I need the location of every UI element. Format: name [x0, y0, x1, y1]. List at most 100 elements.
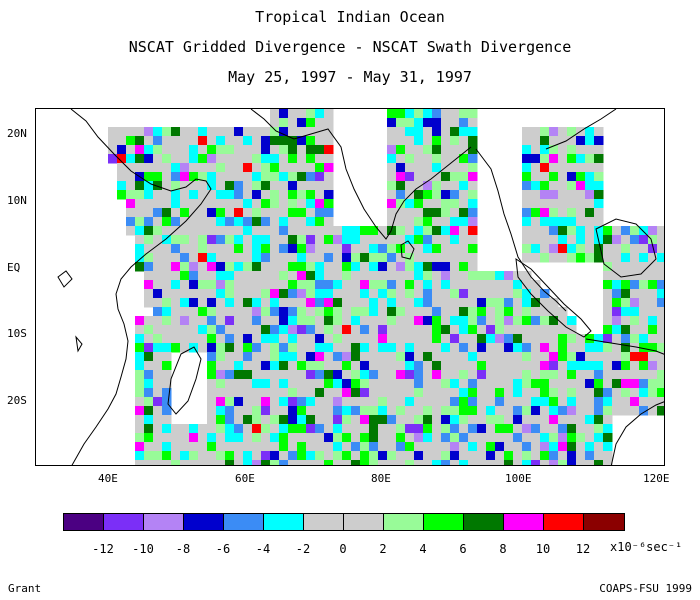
divergence-cell	[180, 442, 190, 452]
divergence-cell	[369, 226, 379, 236]
divergence-cell	[162, 406, 172, 416]
divergence-cell	[495, 361, 505, 371]
divergence-cell	[351, 307, 361, 317]
divergence-cell	[126, 226, 136, 236]
divergence-cell	[468, 217, 478, 227]
divergence-cell	[585, 127, 595, 137]
divergence-cell	[648, 298, 658, 308]
divergence-cell	[252, 226, 262, 236]
divergence-cell	[468, 226, 478, 236]
divergence-cell	[612, 289, 622, 299]
divergence-cell	[477, 316, 487, 326]
divergence-cell	[279, 163, 289, 173]
divergence-cell	[486, 352, 496, 362]
divergence-cell	[261, 199, 271, 209]
divergence-cell	[459, 244, 469, 254]
divergence-cell	[468, 352, 478, 362]
divergence-cell	[324, 244, 334, 254]
divergence-cell	[162, 415, 172, 425]
divergence-cell	[135, 199, 145, 209]
divergence-cell	[657, 244, 664, 254]
divergence-cell	[396, 325, 406, 335]
divergence-cell	[657, 307, 664, 317]
divergence-cell	[180, 163, 190, 173]
divergence-cell	[522, 415, 532, 425]
divergence-cell	[189, 253, 199, 263]
divergence-cell	[648, 361, 658, 371]
divergence-cell	[522, 181, 532, 191]
divergence-cell	[450, 361, 460, 371]
divergence-cell	[153, 253, 163, 263]
divergence-cell	[612, 244, 622, 254]
divergence-cell	[423, 181, 433, 191]
divergence-cell	[144, 325, 154, 335]
divergence-cell	[144, 172, 154, 182]
divergence-cell	[288, 154, 298, 164]
divergence-cell	[351, 253, 361, 263]
divergence-cell	[396, 424, 406, 434]
divergence-cell	[369, 289, 379, 299]
divergence-cell	[153, 343, 163, 353]
divergence-cell	[126, 181, 136, 191]
divergence-cell	[531, 199, 541, 209]
divergence-cell	[621, 397, 631, 407]
divergence-cell	[288, 217, 298, 227]
divergence-cell	[423, 325, 433, 335]
divergence-cell	[558, 334, 568, 344]
divergence-cell	[162, 460, 172, 465]
divergence-cell	[342, 370, 352, 380]
divergence-cell	[216, 262, 226, 272]
divergence-cell	[405, 343, 415, 353]
divergence-cell	[540, 226, 550, 236]
divergence-cell	[207, 379, 217, 389]
divergence-cell	[576, 253, 586, 263]
divergence-cell	[396, 307, 406, 317]
divergence-cell	[351, 415, 361, 425]
divergence-cell	[144, 289, 154, 299]
divergence-cell	[162, 172, 172, 182]
divergence-cell	[441, 343, 451, 353]
divergence-cell	[315, 361, 325, 371]
divergence-cell	[468, 316, 478, 326]
divergence-cell	[144, 253, 154, 263]
divergence-cell	[324, 334, 334, 344]
divergence-cell	[513, 352, 523, 362]
divergence-cell	[243, 334, 253, 344]
divergence-cell	[468, 424, 478, 434]
divergence-cell	[414, 127, 424, 137]
divergence-cell	[207, 235, 217, 245]
divergence-cell	[549, 406, 559, 416]
divergence-cell	[405, 433, 415, 443]
divergence-cell	[288, 109, 298, 119]
divergence-cell	[315, 199, 325, 209]
divergence-cell	[648, 370, 658, 380]
divergence-cell	[567, 127, 577, 137]
divergence-cell	[180, 289, 190, 299]
divergence-cell	[324, 127, 334, 137]
divergence-cell	[477, 388, 487, 398]
divergence-cell	[396, 361, 406, 371]
divergence-cell	[612, 307, 622, 317]
divergence-cell	[639, 388, 649, 398]
divergence-cell	[153, 280, 163, 290]
divergence-cell	[621, 226, 631, 236]
divergence-cell	[144, 262, 154, 272]
divergence-cell	[279, 361, 289, 371]
divergence-cell	[270, 397, 280, 407]
colorbar-tick-label: 12	[575, 542, 591, 556]
divergence-cell	[504, 289, 514, 299]
divergence-cell	[468, 190, 478, 200]
divergence-cell	[225, 136, 235, 146]
divergence-cell	[117, 163, 127, 173]
divergence-cell	[288, 235, 298, 245]
divergence-cell	[117, 154, 127, 164]
divergence-cell	[315, 163, 325, 173]
divergence-cell	[486, 388, 496, 398]
divergence-cell	[567, 226, 577, 236]
divergence-cell	[450, 181, 460, 191]
divergence-cell	[144, 451, 154, 461]
divergence-cell	[351, 262, 361, 272]
divergence-cell	[378, 280, 388, 290]
divergence-cell	[198, 307, 208, 317]
divergence-cell	[180, 145, 190, 155]
